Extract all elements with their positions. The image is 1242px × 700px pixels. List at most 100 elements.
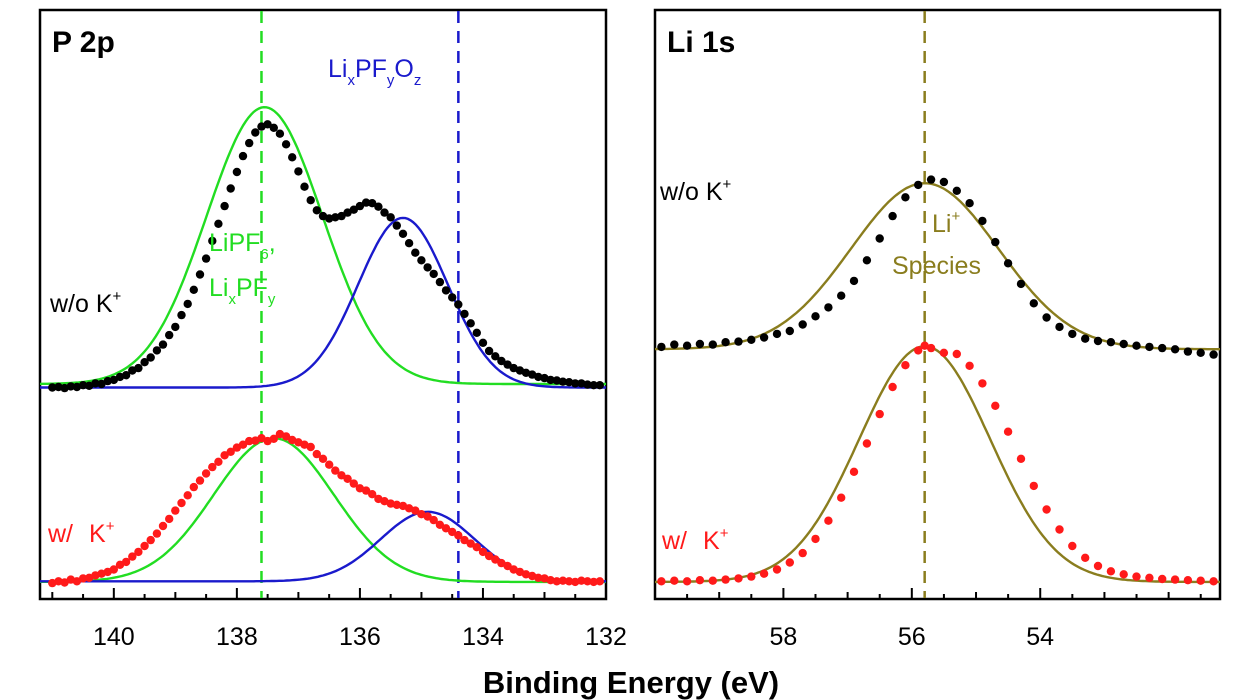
p2p-data-point — [503, 561, 512, 571]
p2p-data-point — [121, 557, 131, 567]
li1s-data-point — [965, 199, 974, 208]
p2p-data-point — [349, 479, 358, 488]
li1s-data-point — [1119, 570, 1128, 579]
p2p-data-point — [392, 221, 401, 230]
p2p-data-point — [140, 541, 149, 551]
p2p-data-point — [269, 434, 278, 443]
p2p-data-point — [423, 512, 432, 521]
p2p-data-point — [152, 529, 162, 538]
p2p-data-point — [251, 128, 260, 137]
p2p-plot-frame — [38, 8, 608, 601]
p2p-data-point — [552, 577, 561, 586]
li1s-data-point — [798, 548, 807, 558]
li1s-data-point — [991, 237, 1000, 247]
p2p-data-point — [281, 432, 291, 441]
p2p-data-point — [577, 576, 586, 585]
p2p-data-point — [448, 293, 457, 302]
li1s-data-point — [811, 312, 820, 321]
p2p-data-point — [368, 199, 377, 208]
li1s-data-point — [1016, 454, 1026, 463]
p2p-data-point — [503, 360, 512, 369]
p2p-data-point — [583, 380, 592, 389]
p2p-data-point — [140, 358, 149, 367]
li1s-data-point — [1170, 345, 1180, 354]
li1s-data-point — [1209, 350, 1218, 359]
p2p-data-point — [171, 506, 180, 515]
li1s-data-point — [1106, 567, 1116, 576]
li1s-data-point — [1055, 525, 1064, 534]
li1s-data-point — [901, 361, 910, 370]
li1s-data-point — [785, 326, 794, 336]
p2p-data-point — [128, 552, 137, 561]
li1s-data-point — [952, 186, 961, 195]
li1s-data-point — [914, 346, 923, 355]
li1s-data-point — [965, 361, 974, 370]
p2p-data-point — [226, 184, 235, 193]
li1s-data-point — [772, 329, 782, 339]
li1s-data-point — [837, 291, 846, 300]
p2p-fit-curve-1 — [40, 216, 606, 389]
p2p-data-point — [558, 377, 568, 386]
p2p-data-point — [121, 371, 131, 380]
p2p-x-ticks: 140 138 136 134 132 — [51, 588, 627, 651]
p2p-data-point — [435, 520, 445, 529]
p2p-data-point — [454, 300, 463, 309]
li1s-data-point — [1093, 561, 1103, 571]
p2p-data-point — [201, 469, 211, 478]
p2p-data-point — [214, 457, 223, 466]
li1s-data-point — [657, 577, 666, 586]
li1s-data-point — [926, 175, 936, 184]
li1s-data-point — [1196, 348, 1205, 357]
li1s-data-point — [991, 401, 1000, 410]
li1s-data-point — [1158, 343, 1167, 353]
p2p-data-point — [472, 543, 481, 552]
p2p-data-point — [441, 524, 451, 533]
p2p-data-point — [441, 286, 451, 295]
li1s-data-point — [1196, 576, 1205, 585]
li1s-upper-series-label: w/o K+ — [659, 176, 732, 206]
p2p-data-point — [429, 515, 438, 525]
p2p-x-tick-label: 134 — [462, 623, 504, 651]
li1s-data-point — [1003, 259, 1013, 268]
li1s-data-point — [920, 341, 929, 350]
p2p-panel: 140 138 136 134 132 P 2p w/o K+ w/K+ LiPF6, … — [38, 8, 627, 651]
p2p-data-point — [312, 449, 321, 459]
li1s-data-point — [785, 558, 794, 567]
li1s-data-point — [1016, 279, 1026, 289]
p2p-green-label-line1: LiPF6, — [209, 229, 276, 263]
li1s-data-point — [695, 576, 705, 585]
p2p-data-point — [460, 535, 469, 545]
li1s-data-point — [708, 340, 717, 349]
p2p-data-point — [398, 229, 408, 238]
p2p-data-points — [48, 120, 604, 588]
p2p-x-tick-label: 136 — [339, 623, 381, 651]
p2p-panel-title: P 2p — [52, 26, 115, 59]
p2p-data-point — [48, 383, 57, 392]
li1s-data-point — [734, 574, 743, 583]
x-axis-label: Binding Energy (eV) — [483, 665, 779, 700]
p2p-data-point — [78, 574, 88, 583]
p2p-data-point — [466, 539, 475, 548]
p2p-data-point — [411, 248, 420, 257]
li1s-data-point — [1042, 505, 1051, 514]
p2p-data-point — [208, 462, 217, 472]
li1s-x-tick-label: 56 — [898, 623, 926, 651]
li1s-data-point — [914, 180, 923, 190]
li1s-x-tick-label: 58 — [769, 623, 797, 651]
li1s-data-point — [901, 193, 910, 202]
p2p-data-point — [318, 454, 328, 463]
p2p-data-point — [109, 565, 119, 574]
p2p-fit-curves — [39, 105, 606, 584]
p2p-lower-series-label: w/K+ — [47, 518, 115, 548]
p2p-data-point — [355, 201, 365, 211]
li1s-data-point — [1106, 338, 1116, 347]
p2p-data-point — [491, 352, 500, 361]
li1s-data-point — [1145, 342, 1154, 352]
p2p-data-point — [564, 577, 574, 586]
p2p-reference-lines — [260, 11, 460, 598]
li1s-data-point — [682, 577, 692, 586]
li1s-data-point — [888, 211, 897, 221]
li1s-data-point — [875, 409, 884, 419]
p2p-x-tick-label: 140 — [93, 623, 135, 651]
